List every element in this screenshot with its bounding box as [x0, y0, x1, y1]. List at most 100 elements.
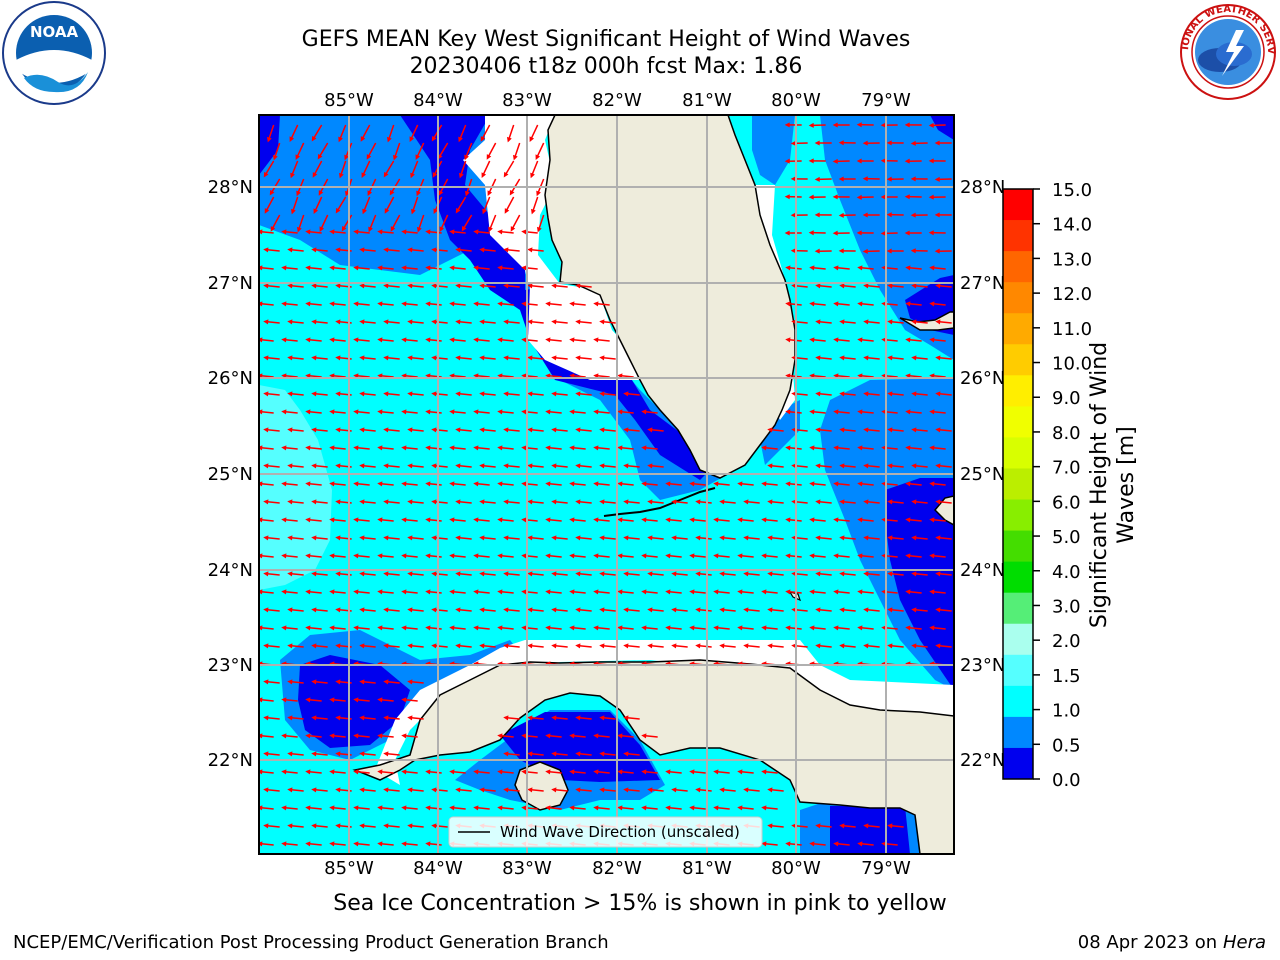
wind-arrow — [890, 644, 904, 648]
wind-arrow — [314, 284, 328, 288]
wind-arrow — [698, 788, 712, 792]
wind-arrow — [596, 734, 610, 738]
wind-arrow-head — [383, 355, 389, 361]
wind-arrow — [644, 410, 658, 414]
wind-arrow — [260, 842, 274, 846]
wind-arrow-head — [832, 194, 838, 200]
wind-arrow — [620, 482, 634, 486]
wind-arrow-head — [329, 337, 335, 343]
wind-arrow — [812, 338, 826, 342]
wind-arrow-head — [527, 463, 533, 469]
wind-arrow — [314, 356, 328, 360]
wind-arrow — [866, 392, 880, 396]
wind-arrow-head — [401, 625, 407, 631]
wind-arrow — [284, 230, 298, 234]
wind-arrow — [620, 770, 634, 774]
wind-arrow-head — [575, 355, 581, 361]
wind-arrow — [620, 554, 634, 558]
lat-label-left: 28°N — [208, 177, 253, 198]
wind-arrow-head — [473, 445, 479, 451]
wind-arrow — [380, 842, 394, 846]
wind-arrow-head — [929, 409, 935, 415]
wind-arrow — [290, 788, 304, 792]
wind-arrow — [438, 142, 449, 158]
wind-arrow-head — [359, 823, 365, 829]
wind-arrow-head — [329, 481, 335, 487]
wind-arrow-head — [767, 787, 773, 793]
wind-arrow-head — [887, 355, 893, 361]
wind-arrow-head — [287, 607, 293, 613]
wind-arrow-head — [665, 769, 671, 775]
wind-arrow — [386, 716, 400, 720]
wind-arrow-head — [617, 481, 623, 487]
wind-arrow-head — [455, 535, 461, 541]
wind-arrow — [860, 482, 874, 486]
wind-arrow — [362, 248, 376, 252]
wind-arrow-head — [479, 463, 485, 469]
wind-arrow — [482, 788, 496, 792]
wind-arrow — [716, 626, 730, 630]
wind-arrow — [452, 590, 466, 594]
wind-arrow-head — [449, 409, 455, 415]
wind-arrow — [908, 302, 922, 306]
wind-arrow-head — [353, 841, 359, 847]
wind-arrow — [650, 788, 664, 792]
wind-arrow — [716, 482, 730, 486]
wind-arrow-head — [784, 230, 790, 236]
wind-arrow-head — [455, 499, 461, 505]
wind-arrow — [428, 842, 442, 846]
colorbar-swatch — [1003, 561, 1033, 594]
wind-arrow-head — [857, 481, 863, 487]
wind-arrow — [908, 338, 922, 342]
wind-arrow — [458, 428, 472, 432]
wind-arrow — [308, 302, 322, 306]
wind-arrow — [536, 142, 545, 158]
wind-arrow-head — [569, 409, 575, 415]
wind-arrow — [418, 214, 425, 230]
wind-arrow — [284, 518, 298, 522]
florida-keys — [603, 487, 716, 517]
wind-arrow — [308, 374, 322, 378]
wind-arrow-head — [287, 283, 293, 289]
wind-arrow-head — [263, 499, 269, 505]
wind-arrow — [462, 214, 473, 230]
wind-arrow-head — [863, 571, 869, 577]
wind-arrow — [740, 518, 754, 522]
wind-arrow-head — [311, 427, 317, 433]
wind-arrow — [416, 142, 425, 158]
wind-arrow-head — [287, 427, 293, 433]
wind-arrow-head — [353, 229, 359, 235]
wind-arrow — [404, 518, 418, 522]
wind-arrow — [530, 320, 544, 324]
wind-arrow-head — [527, 427, 533, 433]
wind-arrow — [314, 500, 328, 504]
wind-arrow-head — [863, 643, 869, 649]
wind-arrow-head — [599, 355, 605, 361]
wind-arrow — [284, 338, 298, 342]
wind-arrow-head — [287, 823, 293, 829]
wind-arrow — [548, 446, 562, 450]
wind-arrow — [428, 230, 442, 234]
wind-arrow-head — [761, 481, 767, 487]
wind-arrow-head — [641, 445, 647, 451]
wind-arrow-head — [695, 571, 701, 577]
wind-arrow-head — [329, 409, 335, 415]
wind-arrow-head — [935, 355, 941, 361]
nws-logo: NATIONAL WEATHER SERVICE — [1178, 2, 1276, 100]
wind-arrow-head — [839, 283, 845, 289]
wind-arrow — [596, 590, 610, 594]
wind-arrow-head — [335, 571, 341, 577]
wind-arrow — [356, 842, 370, 846]
wind-arrow — [890, 356, 904, 360]
wind-arrow — [380, 698, 394, 702]
wind-arrow-head — [503, 283, 509, 289]
wind-arrow — [764, 446, 778, 450]
wind-arrow — [692, 590, 706, 594]
colorbar — [1003, 189, 1033, 780]
colorbar-swatch — [1003, 344, 1033, 376]
wind-arrow — [332, 518, 346, 522]
wind-arrow — [284, 806, 298, 810]
wind-arrow-head — [287, 535, 293, 541]
colorbar-tick-label: 7.0 — [1052, 458, 1081, 479]
wind-arrow — [292, 196, 299, 212]
